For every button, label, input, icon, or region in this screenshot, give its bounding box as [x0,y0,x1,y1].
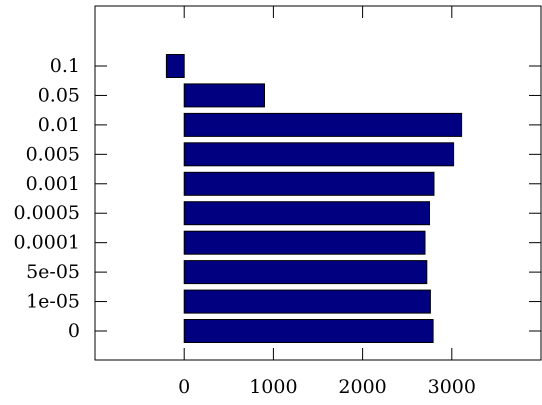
y-tick-label: 0.005 [26,143,80,165]
x-tick-label: 0 [178,376,190,398]
plot-frame [94,5,542,361]
y-tick-label: 1e-05 [26,291,80,313]
bar [183,319,434,343]
bar [183,230,426,255]
bar [183,201,430,226]
x-tick-label: 1000 [249,376,297,398]
y-tick-label: 0.0001 [14,232,80,254]
bar [183,260,428,285]
y-tick-label: 0.01 [38,114,80,136]
x-axis-ticks: 0 1000 2000 3000 [178,6,476,398]
y-tick-label: 0.1 [50,55,80,77]
y-axis-ticks: 0 1e-05 5e-05 0.0001 0.0005 0.001 0.005 0.01 0.0… [14,55,541,342]
bar [183,171,435,196]
y-tick-label: 0 [68,320,80,342]
bar [165,54,185,78]
x-tick-label: 3000 [428,376,476,398]
y-tick-label: 0.001 [26,173,80,195]
y-tick-label: 0.05 [38,84,80,106]
bar [183,83,265,108]
bars-group [165,54,463,343]
bar [183,112,463,137]
x-tick-label: 2000 [338,376,386,398]
bar [183,289,431,314]
y-tick-label: 5e-05 [26,261,80,283]
bar [183,142,455,167]
y-tick-label: 0.0005 [14,202,80,224]
